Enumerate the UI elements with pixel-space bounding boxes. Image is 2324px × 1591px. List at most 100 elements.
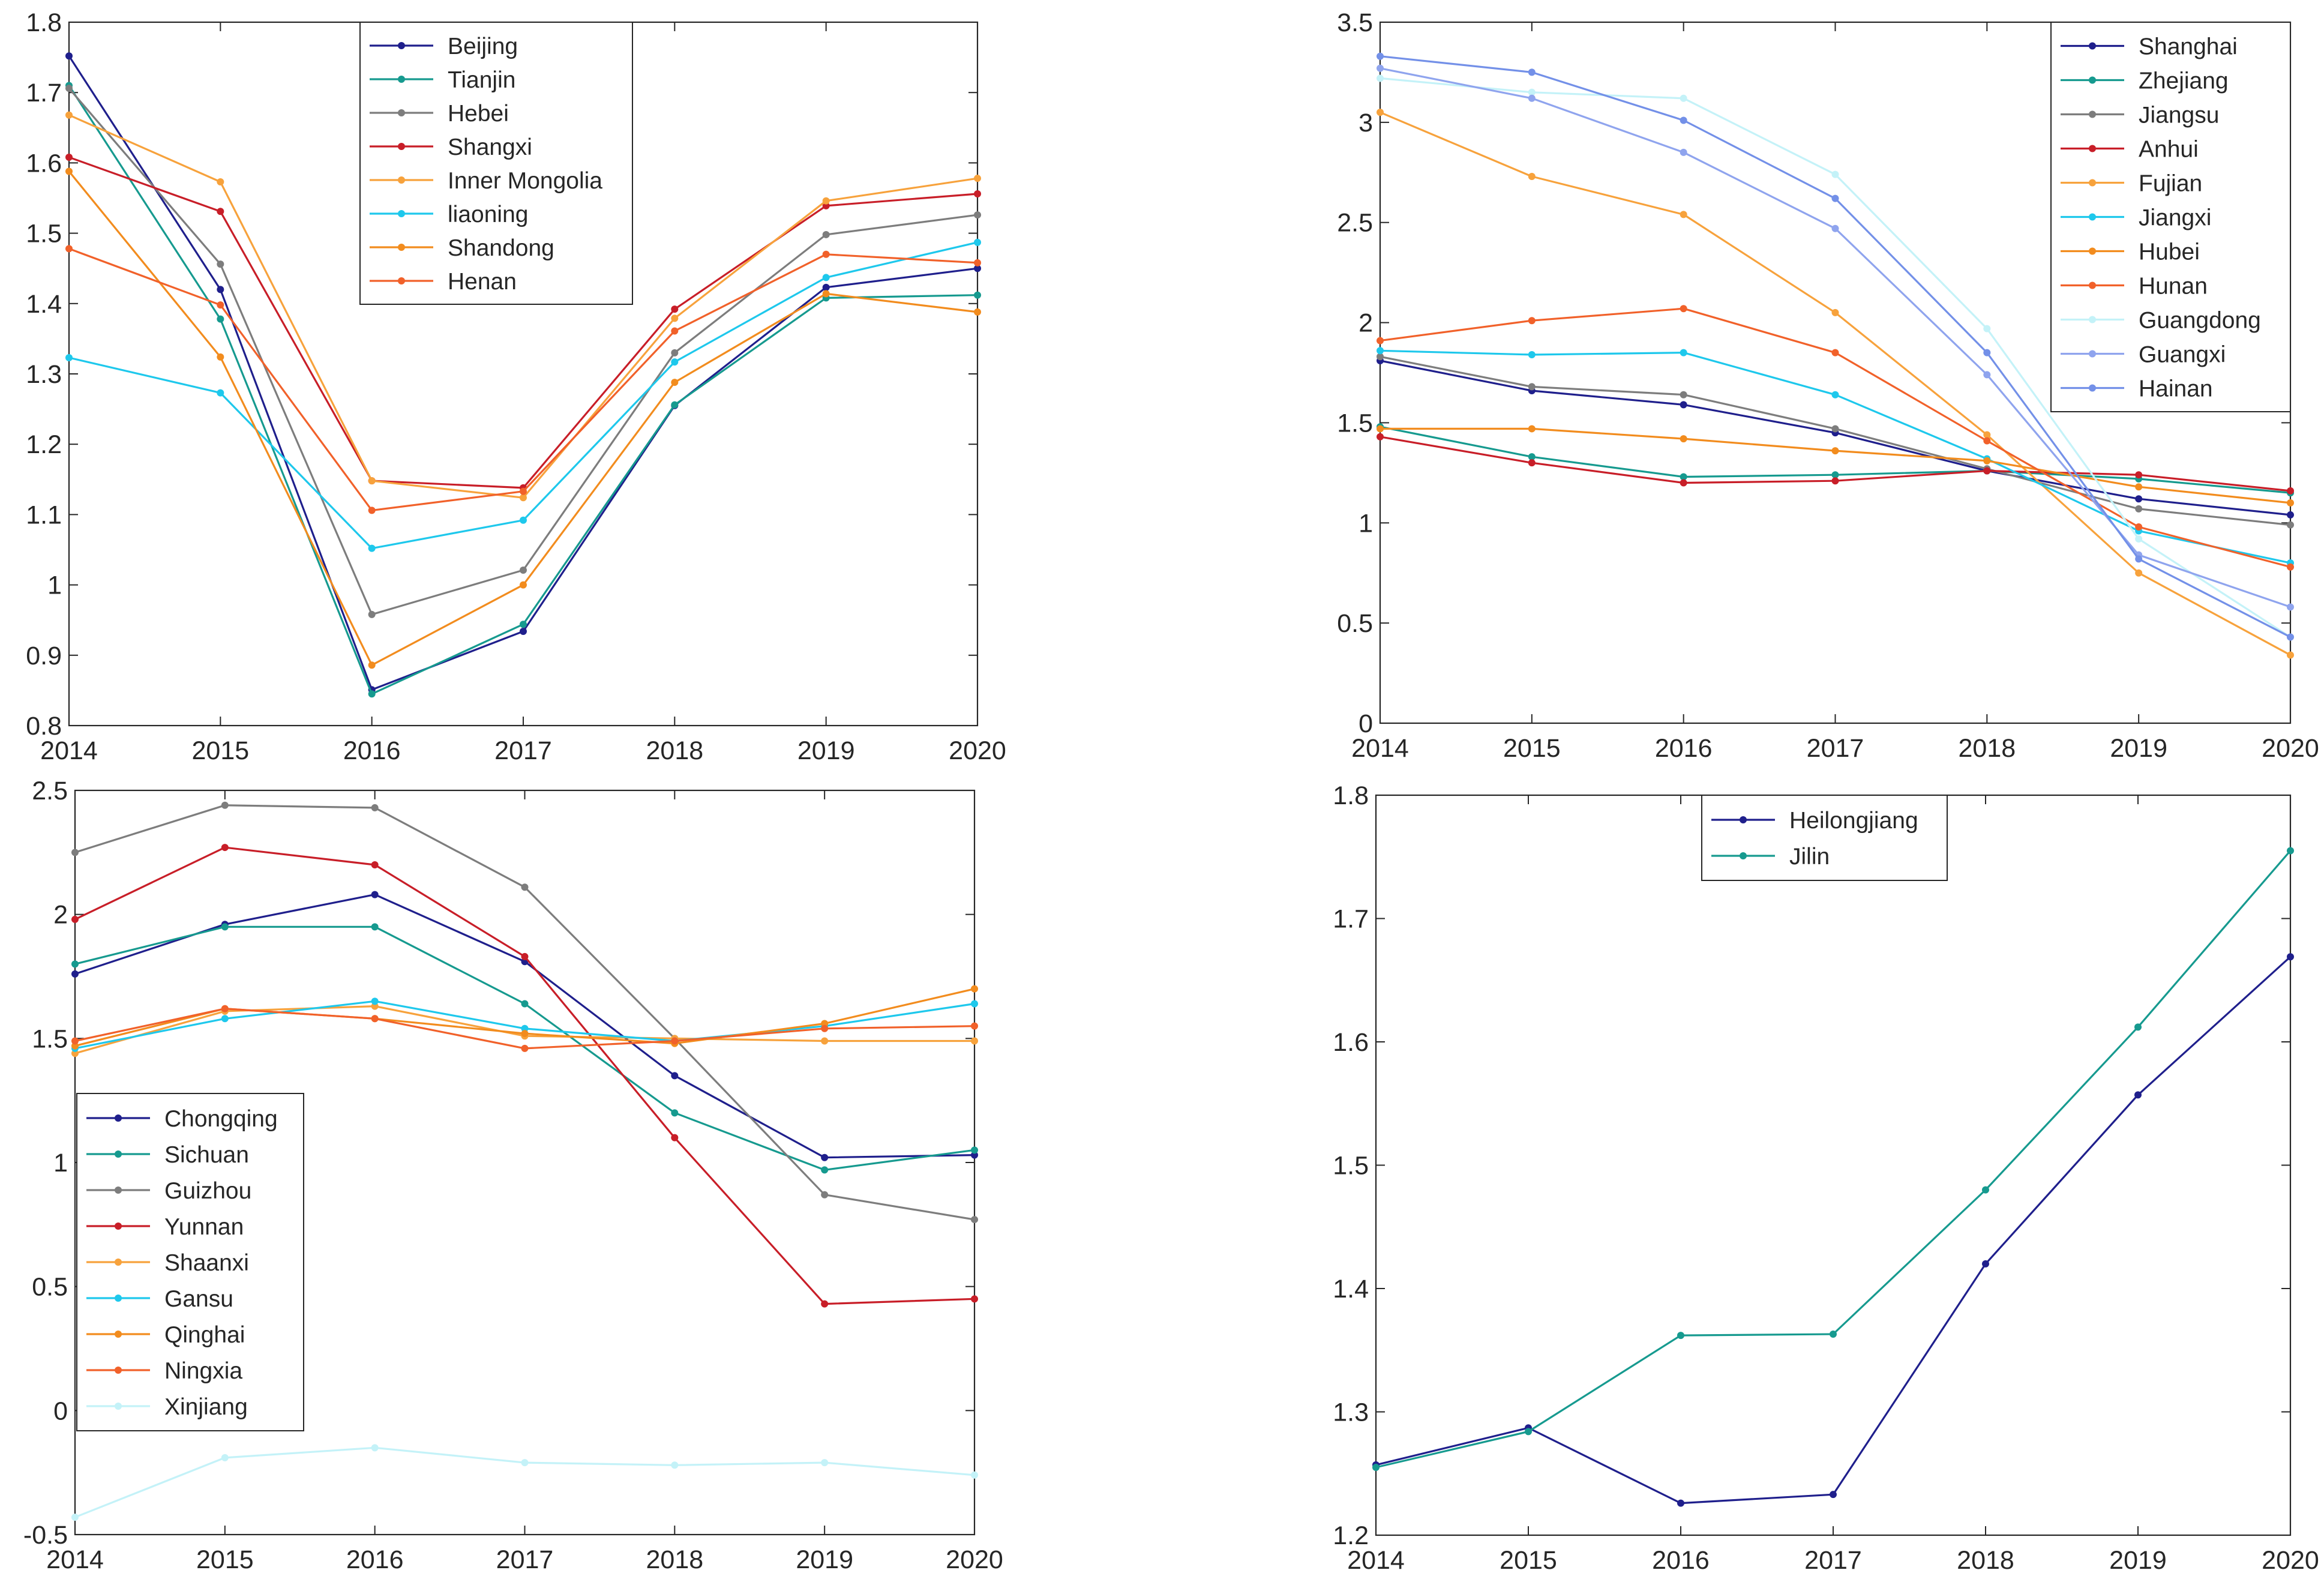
legend-label: Henan [448, 269, 517, 295]
data-point [971, 1216, 978, 1224]
legend-label: Fujian [2139, 171, 2202, 197]
legend-marker [398, 244, 405, 251]
data-point [1983, 371, 1991, 379]
data-point [1983, 325, 1991, 332]
data-point [974, 259, 981, 266]
legend-label: Inner Mongolia [448, 168, 602, 194]
y-tick-label: 1.6 [26, 149, 62, 178]
series-hainan [1377, 52, 2294, 641]
data-point [821, 1020, 829, 1027]
x-tick-label: 2019 [2110, 734, 2167, 763]
series-heilongjiang [1372, 953, 2294, 1507]
data-point [822, 230, 830, 238]
data-point [1525, 1428, 1532, 1436]
data-point [521, 1044, 529, 1052]
data-point [371, 997, 379, 1005]
legend-label: Guangdong [2139, 308, 2261, 334]
data-point [520, 516, 527, 524]
data-point [1377, 109, 1384, 116]
data-point [2287, 953, 2294, 961]
legend-label: Guizhou [164, 1178, 251, 1204]
legend-label: Shandong [448, 235, 554, 261]
x-tick-label: 2020 [2262, 1546, 2319, 1575]
legend-marker [115, 1186, 122, 1194]
data-point [368, 477, 376, 485]
data-point [71, 1514, 79, 1521]
data-point [1377, 64, 1384, 72]
chart-panel-4: 1.2 1.3 1.4 1.5 1.6 1.7 1.8 2014 2015 2016 2017 201… [1333, 781, 2319, 1575]
y-tick-label: 0.5 [32, 1273, 68, 1302]
data-point [368, 661, 376, 669]
data-point [971, 1151, 978, 1159]
data-point [671, 1109, 679, 1117]
data-point [974, 265, 981, 272]
x-tick-label: 2015 [191, 736, 249, 765]
data-point [821, 1300, 829, 1308]
legend-label: Shanghai [2139, 34, 2238, 60]
data-point [821, 1037, 829, 1045]
legend-marker [2089, 247, 2096, 255]
data-point [671, 305, 679, 313]
data-point [1377, 337, 1384, 344]
x-tick-label: 2015 [196, 1545, 254, 1574]
y-tick-label: 3.5 [1337, 8, 1373, 37]
data-point [2287, 651, 2294, 659]
data-point [1528, 172, 1536, 180]
y-tick-label: 2.5 [1337, 209, 1373, 238]
legend-marker [398, 143, 405, 150]
data-point [821, 1024, 829, 1032]
data-point [1680, 473, 1687, 481]
data-point [1377, 52, 1384, 60]
legend-label: Jiangxi [2139, 205, 2211, 231]
x-tick-label: 2016 [1652, 1546, 1710, 1575]
data-point [1528, 459, 1536, 467]
legend-label: Heilongjiang [1789, 808, 1918, 834]
data-point [822, 274, 830, 281]
y-tick-label: 1 [1359, 509, 1373, 538]
legend-label: Hebei [448, 101, 509, 127]
data-point [71, 1042, 79, 1050]
series-beijing [65, 52, 981, 694]
data-point [1680, 305, 1687, 313]
data-point [371, 804, 379, 811]
data-point [1831, 194, 1839, 202]
data-point [971, 1000, 978, 1008]
legend-box [1701, 795, 1948, 881]
legend-marker [115, 1114, 122, 1122]
data-point [974, 175, 981, 182]
legend-marker [115, 1259, 122, 1266]
data-point [520, 627, 527, 635]
data-point [2287, 487, 2294, 495]
data-point [521, 952, 529, 960]
data-point [221, 923, 229, 931]
data-point [671, 379, 679, 386]
legend-label: liaoning [448, 202, 528, 227]
data-point [1983, 457, 1991, 465]
y-tick-label: 1.5 [26, 220, 62, 248]
legend-marker [398, 76, 405, 83]
data-point [1831, 447, 1839, 455]
chart-panel-3: -0.5 0 0.5 1 1.5 2 2.5 2014 2015 2016 2017 2018 2019… [23, 777, 1003, 1574]
data-point [671, 1461, 679, 1469]
y-tick-label: 1.8 [1333, 781, 1369, 810]
data-point [971, 1022, 978, 1030]
y-tick-label: 0 [53, 1397, 68, 1425]
data-point [2135, 495, 2143, 503]
data-point [1680, 116, 1687, 124]
data-point [2287, 521, 2294, 529]
x-tick-label: 2018 [646, 736, 703, 765]
data-point [822, 250, 830, 258]
legend-marker [115, 1367, 122, 1374]
data-point [1983, 467, 1991, 475]
series-liaoning [65, 238, 981, 552]
data-point [974, 211, 981, 219]
data-point [821, 1191, 829, 1199]
data-point [1377, 74, 1384, 82]
data-point [217, 389, 224, 397]
legend-marker [398, 210, 405, 217]
series-tianjin [65, 82, 981, 698]
legend-label: Zhejiang [2139, 68, 2229, 94]
legend-box [359, 22, 633, 305]
data-point [2135, 483, 2143, 491]
